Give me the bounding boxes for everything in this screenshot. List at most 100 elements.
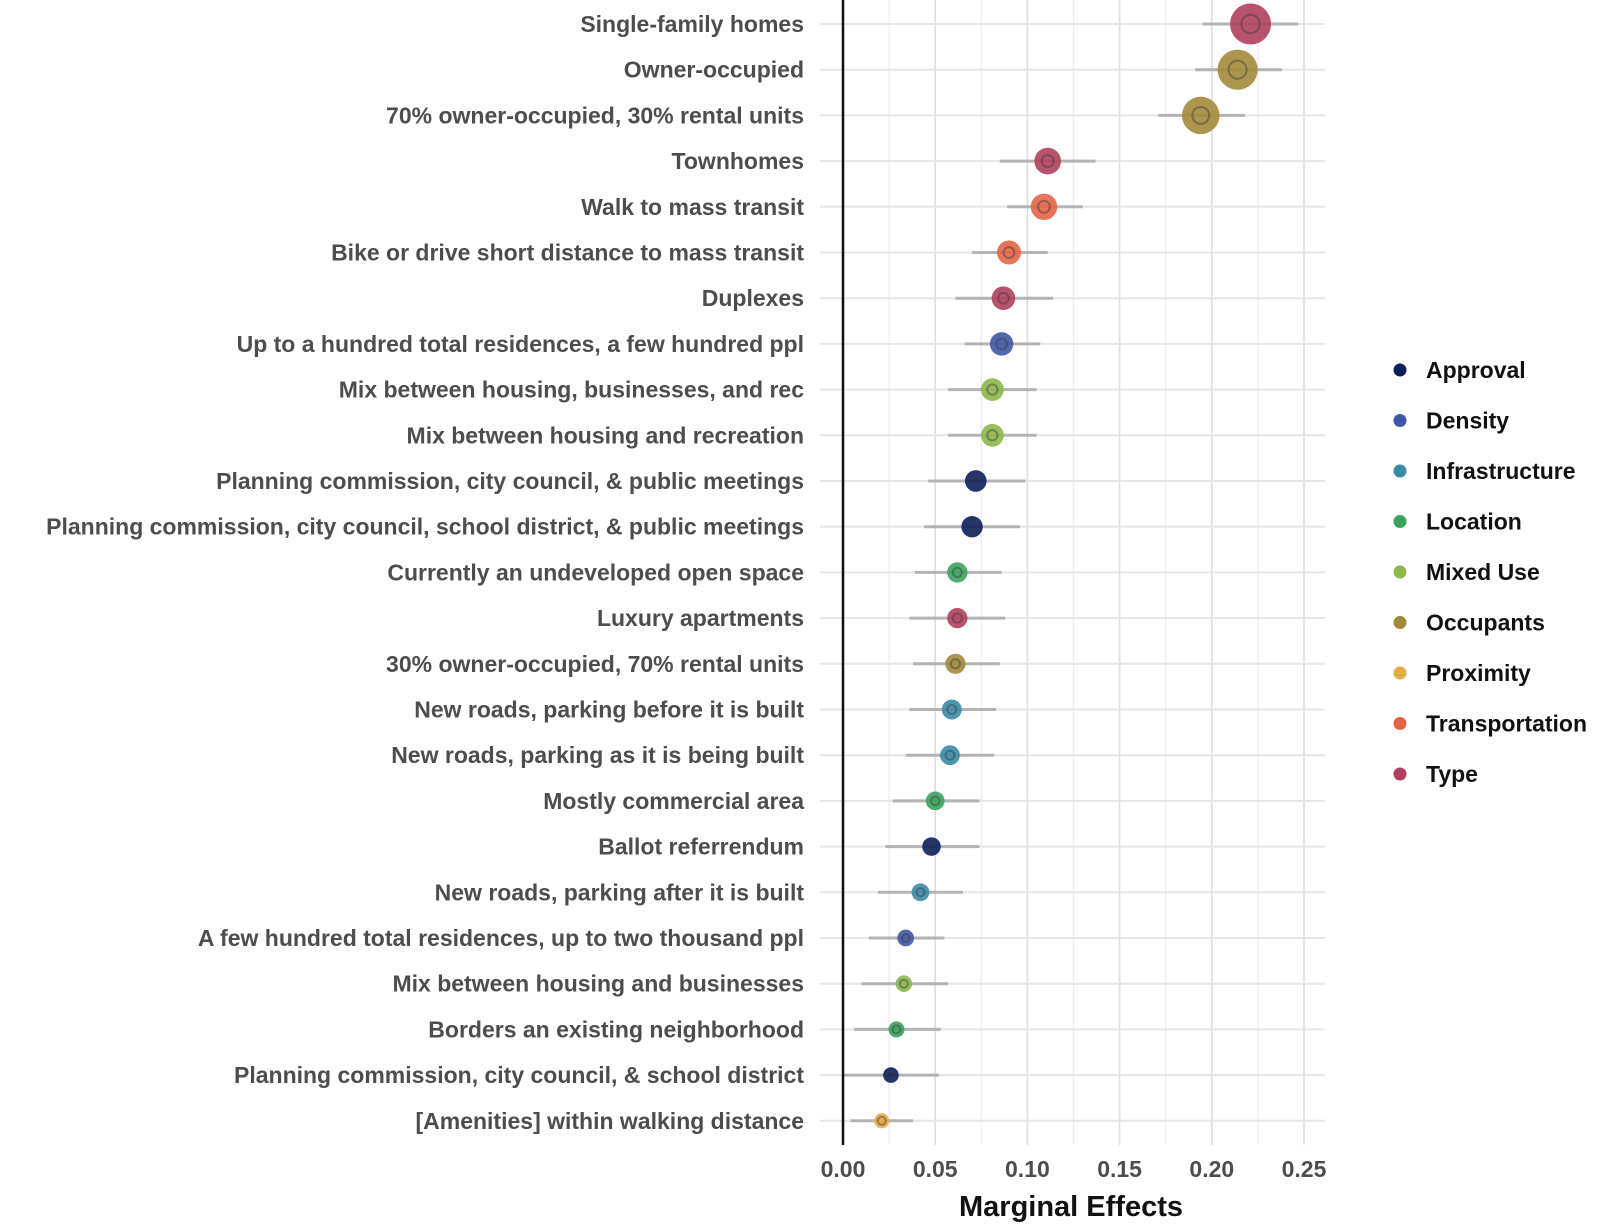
category-label-layer: Single-family homes Owner-occupied 70% own…: [46, 11, 804, 1134]
category-label: Planning commission, city council, schoo…: [46, 514, 804, 540]
category-label: Mix between housing and recreation: [407, 422, 804, 448]
effect-point-center: [898, 978, 909, 989]
x-tick-label: 0.20: [1189, 1156, 1234, 1182]
category-label: 70% owner-occupied, 30% rental units: [386, 102, 804, 128]
effect-point-center: [900, 933, 911, 943]
effect-point: [925, 791, 945, 811]
category-label: Borders an existing neighborhood: [428, 1016, 804, 1042]
legend-swatch: [1393, 666, 1407, 680]
category-label: Duplexes: [702, 285, 804, 311]
effect-point: [980, 423, 1004, 447]
effect-point: [895, 975, 913, 992]
category-label: [Amenities] within walking distance: [415, 1108, 804, 1134]
legend-label: Type: [1426, 761, 1478, 787]
effect-point: [1230, 3, 1272, 45]
point-layer: [874, 3, 1272, 1129]
effect-point: [947, 607, 968, 629]
category-label: Bike or drive short distance to mass tra…: [331, 240, 804, 266]
legend-swatch: [1393, 717, 1407, 730]
category-label: Ballot referrendum: [598, 834, 804, 860]
effect-point: [911, 883, 930, 902]
legend-swatch: [1393, 414, 1407, 427]
effect-point-center: [986, 383, 999, 396]
legend-swatch: [1393, 464, 1407, 478]
legend-label: Density: [1426, 408, 1509, 434]
x-tick-label-layer: 0.00 0.05 0.10 0.15 0.20 0.25: [821, 1156, 1327, 1182]
legend-label: Occupants: [1426, 610, 1545, 636]
legend-swatch: [1393, 363, 1407, 377]
category-label: Planning commission, city council, & pub…: [216, 468, 804, 494]
category-label: Mostly commercial area: [543, 788, 804, 814]
legend-label: Infrastructure: [1426, 458, 1576, 484]
category-label: 30% owner-occupied, 70% rental units: [386, 651, 804, 677]
effect-point-center: [951, 612, 963, 624]
effect-point: [883, 1067, 899, 1083]
effect-point-center: [1227, 59, 1248, 80]
grid-layer: [820, 0, 1325, 1145]
effect-point: [996, 240, 1021, 265]
legend-swatch: [1393, 565, 1407, 579]
effect-point: [945, 653, 966, 674]
category-label: Mix between housing, businesses, and rec: [339, 377, 804, 403]
effect-point-center: [876, 1115, 887, 1126]
effect-point: [964, 470, 987, 492]
effect-point: [1034, 147, 1062, 175]
effect-point: [888, 1021, 905, 1038]
category-label: New roads, parking after it is built: [435, 879, 805, 905]
effect-point: [980, 378, 1004, 401]
effect-point-center: [969, 475, 982, 487]
effect-point-center: [949, 658, 962, 670]
legend-label: Transportation: [1426, 711, 1587, 737]
effect-point-center: [986, 429, 999, 442]
x-tick-label: 0.00: [821, 1156, 866, 1182]
x-tick-label: 0.15: [1097, 1156, 1142, 1182]
legend-swatch: [1393, 767, 1407, 781]
effect-point-center: [995, 337, 1008, 351]
legend-label: Proximity: [1426, 660, 1531, 686]
effect-point: [947, 562, 968, 583]
effect-point: [941, 699, 962, 720]
effect-point-center: [1240, 13, 1261, 35]
effect-point: [989, 332, 1014, 356]
category-label: A few hundred total residences, up to tw…: [198, 925, 804, 951]
effect-point: [874, 1113, 890, 1129]
effect-point: [991, 286, 1016, 310]
effect-point: [961, 516, 983, 538]
category-label: Walk to mass transit: [581, 194, 804, 220]
x-tick-label: 0.10: [1005, 1156, 1050, 1182]
effect-point: [940, 745, 960, 766]
legend-swatch: [1393, 515, 1407, 528]
category-label: Mix between housing and businesses: [392, 971, 804, 997]
legend-label: Mixed Use: [1426, 559, 1540, 585]
x-tick-label: 0.05: [913, 1156, 958, 1182]
effect-point-center: [1040, 154, 1055, 169]
category-label: Currently an undeveloped open space: [387, 559, 804, 585]
effect-point: [897, 929, 915, 947]
legend-label: Location: [1426, 509, 1522, 535]
effect-point: [1181, 96, 1220, 135]
effect-point-center: [915, 887, 926, 898]
category-label: New roads, parking before it is built: [414, 697, 804, 723]
effect-point-center: [1191, 105, 1211, 125]
legend-swatch: [1393, 616, 1407, 629]
effect-point-center: [885, 1070, 896, 1081]
effect-point-center: [891, 1024, 902, 1035]
legend-label: Approval: [1426, 357, 1526, 383]
effect-point-center: [929, 795, 941, 807]
effect-point-center: [1037, 199, 1051, 214]
category-label: New roads, parking as it is being built: [391, 742, 804, 768]
category-label: Owner-occupied: [624, 57, 804, 83]
effect-point: [1217, 49, 1258, 90]
category-label: Planning commission, city council, & sch…: [234, 1062, 804, 1088]
category-label: Single-family homes: [580, 11, 804, 37]
x-axis-title: Marginal Effects: [959, 1191, 1183, 1222]
effect-point-center: [944, 749, 956, 761]
effect-point: [922, 837, 941, 856]
effect-point-center: [946, 704, 958, 715]
effect-point: [1030, 193, 1058, 221]
category-label: Luxury apartments: [597, 605, 804, 631]
effect-point-center: [926, 841, 937, 852]
effect-point-center: [1002, 246, 1016, 259]
